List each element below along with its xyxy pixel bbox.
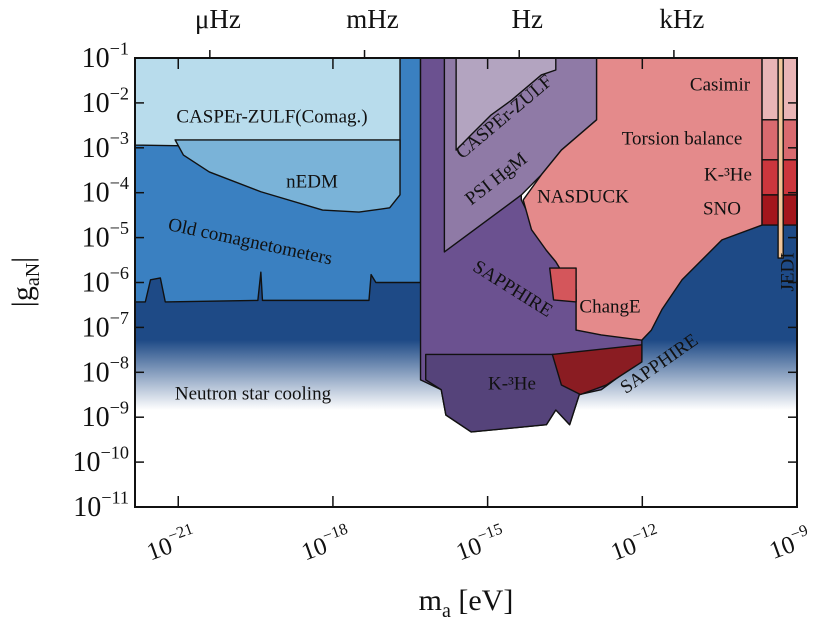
exclusion-region — [455, 58, 557, 151]
y-tick-label: 10−9 — [82, 398, 129, 434]
y-tick-label: 10−8 — [82, 353, 129, 389]
region-label: CASPEr-ZULF(Comag.) — [176, 106, 367, 127]
y-tick-label: 10−2 — [82, 83, 129, 119]
x2-tick-label: Hz — [511, 4, 542, 34]
axes: 10−1 10−2 10−3 10−4 10−5 10−6 10−7 10−8 10−9 10−1… — [6, 4, 810, 622]
y-axis-label: |gaN| — [6, 257, 44, 307]
region-label: Torsion balance — [622, 128, 743, 149]
exclusion-region — [549, 267, 577, 303]
exclusion-region — [174, 139, 401, 213]
exclusion-region — [135, 58, 401, 151]
y-tick-label: 10−1 — [82, 38, 129, 74]
y-tick-label: 10−7 — [82, 308, 129, 344]
exclusion-region — [777, 58, 784, 259]
y-tick-label: 10−4 — [82, 173, 129, 209]
region-label: nEDM — [286, 171, 338, 192]
region-label: ChangE — [579, 296, 640, 317]
x2-tick-label: mHz — [346, 4, 399, 34]
region-label: JEDI — [777, 252, 798, 291]
region-label: SNO — [703, 198, 741, 219]
region-label: Neutron star cooling — [175, 383, 332, 404]
region-label: Casimir — [690, 74, 751, 95]
y-tick-label: 10−5 — [82, 218, 129, 254]
exclusion-region — [551, 344, 643, 396]
y-tick-label: 10−3 — [82, 128, 129, 164]
region-label: K-³He — [488, 373, 536, 394]
y-tick-label: 10−11 — [73, 487, 129, 523]
region-label: K-³He — [704, 164, 752, 185]
y-tick-label: 10−6 — [82, 263, 129, 299]
x2-tick-label: μHz — [195, 4, 241, 34]
region-label: NASDUCK — [537, 186, 629, 207]
plot-area — [135, 58, 797, 433]
exclusion-region — [522, 58, 763, 341]
y-tick-label: 10−10 — [73, 443, 129, 479]
x-axis-label: ma [eV] — [419, 584, 514, 622]
x2-tick-label: kHz — [659, 4, 704, 34]
